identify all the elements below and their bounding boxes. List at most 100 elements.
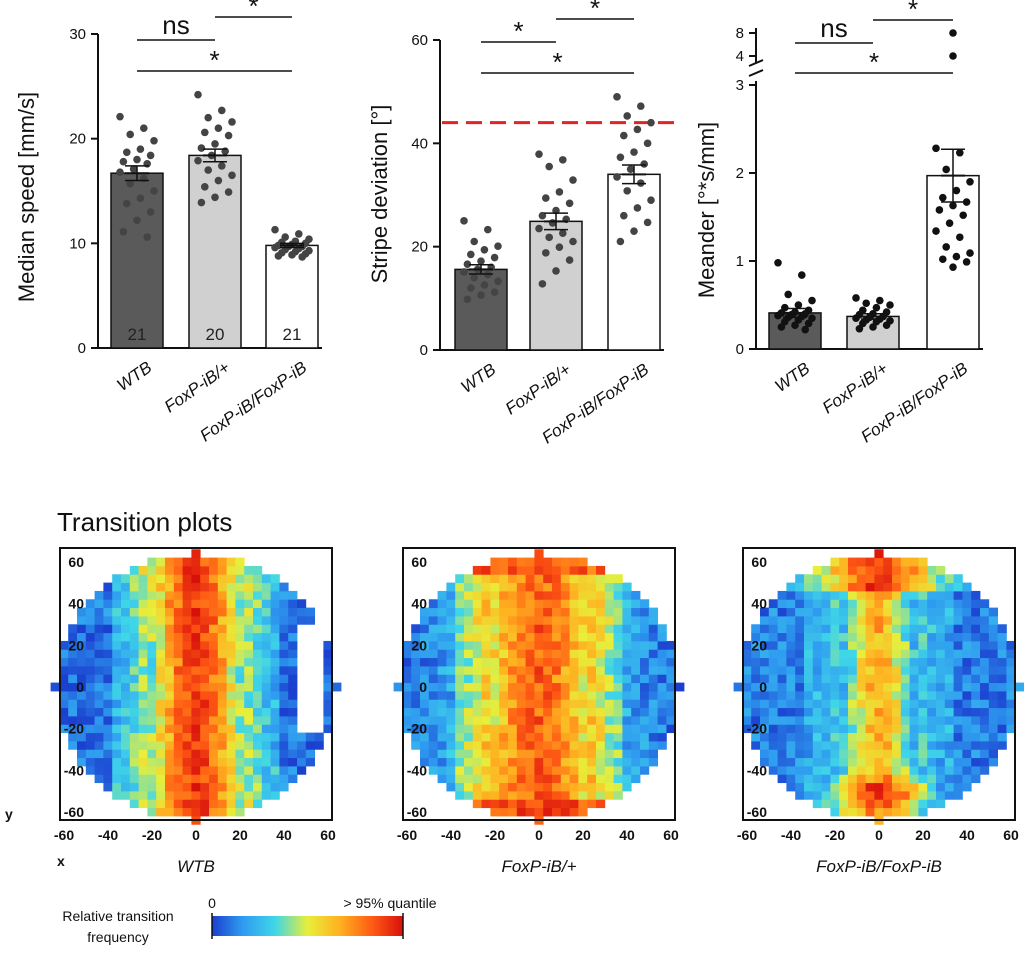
heatmap-cell bbox=[988, 749, 998, 759]
heatmap-cell bbox=[622, 740, 632, 750]
heatmap-cell bbox=[812, 632, 822, 642]
heatmap-cell bbox=[856, 774, 866, 784]
heatmap-cell bbox=[508, 582, 518, 592]
heatmap-cell bbox=[103, 615, 113, 625]
heatmap-cell bbox=[209, 715, 219, 725]
heatmap-cell bbox=[760, 690, 770, 700]
data-point bbox=[956, 148, 964, 157]
heatmap-cell bbox=[742, 649, 752, 659]
heatmap-cell bbox=[472, 599, 482, 609]
heatmap-cell bbox=[235, 799, 245, 809]
heatmap-cell bbox=[253, 665, 263, 675]
heatmap-cell bbox=[971, 649, 981, 659]
heatmap-cell bbox=[297, 607, 307, 617]
heatmap-cell bbox=[85, 765, 95, 775]
heatmap-cell bbox=[856, 724, 866, 734]
heatmap-cell bbox=[402, 657, 412, 667]
heatmap-cell bbox=[856, 649, 866, 659]
heatmap-cell bbox=[587, 715, 597, 725]
heatmap-cell bbox=[121, 574, 131, 584]
heatmap-cell bbox=[587, 740, 597, 750]
heatmap-cell bbox=[892, 765, 902, 775]
heatmap-cell bbox=[288, 649, 298, 659]
heatmap-cell bbox=[918, 699, 928, 709]
heatmap-cell bbox=[613, 607, 623, 617]
heatmap-cell bbox=[217, 790, 227, 800]
heatmap-cell bbox=[261, 699, 271, 709]
heatmap-cell bbox=[217, 632, 227, 642]
heatmap-cell bbox=[874, 749, 884, 759]
heatmap-cell bbox=[543, 565, 553, 575]
heatmap-cell bbox=[209, 640, 219, 650]
heatmap-cell bbox=[657, 665, 667, 675]
heatmap-cell bbox=[288, 632, 298, 642]
heatmap-cell bbox=[839, 640, 849, 650]
heatmap-cell bbox=[103, 582, 113, 592]
heatmap-cell bbox=[821, 724, 831, 734]
heatmap-cell bbox=[657, 707, 667, 717]
heatmap-cell bbox=[909, 707, 919, 717]
heatmap-cell bbox=[936, 657, 946, 667]
heatmap-cell bbox=[437, 707, 447, 717]
heatmap-cell bbox=[217, 749, 227, 759]
heatmap-cell bbox=[261, 732, 271, 742]
heatmap-cell bbox=[508, 590, 518, 600]
heatmap-cell bbox=[569, 557, 579, 567]
heatmap-cell bbox=[569, 707, 579, 717]
heatmap-cell bbox=[830, 790, 840, 800]
heatmap-cell bbox=[288, 707, 298, 717]
heatmap-cell bbox=[777, 707, 787, 717]
heatmap-cell bbox=[156, 790, 166, 800]
heatmap-cell bbox=[622, 649, 632, 659]
heatmap-cell bbox=[804, 707, 814, 717]
heatmap-cell bbox=[927, 732, 937, 742]
heatmap-x-tick-label: 0 bbox=[192, 827, 200, 843]
heatmap-cell bbox=[525, 657, 535, 667]
heatmap-cell bbox=[314, 732, 324, 742]
heatmap-cell bbox=[648, 715, 658, 725]
heatmap-cell bbox=[760, 665, 770, 675]
heatmap-cell bbox=[918, 574, 928, 584]
data-point bbox=[774, 258, 782, 267]
heatmap-cell bbox=[534, 740, 544, 750]
heatmap-cell bbox=[777, 624, 787, 634]
heatmap-cell bbox=[244, 790, 254, 800]
heatmap-cell bbox=[261, 740, 271, 750]
heatmap-cell bbox=[839, 649, 849, 659]
heatmap-cell bbox=[129, 724, 139, 734]
heatmap-cell bbox=[892, 640, 902, 650]
heatmap-cell bbox=[883, 740, 893, 750]
heatmap-cell bbox=[112, 674, 122, 684]
heatmap-cell bbox=[411, 732, 421, 742]
heatmap-cell bbox=[165, 765, 175, 775]
heatmap-cell bbox=[596, 640, 606, 650]
heatmap-cell bbox=[261, 682, 271, 692]
heatmap-cell bbox=[953, 715, 963, 725]
heatmap-cell bbox=[569, 724, 579, 734]
sample-size-label: 20 bbox=[206, 325, 225, 344]
heatmap-cell bbox=[552, 574, 562, 584]
heatmap-cell bbox=[112, 749, 122, 759]
data-point bbox=[774, 311, 782, 320]
heatmap-cell bbox=[534, 574, 544, 584]
heatmap-cell bbox=[936, 690, 946, 700]
heatmap-cell bbox=[129, 715, 139, 725]
heatmap-cell bbox=[768, 657, 778, 667]
heatmap-cell bbox=[768, 624, 778, 634]
heatmap-cell bbox=[323, 640, 333, 650]
heatmap-cell bbox=[622, 765, 632, 775]
heatmap-cell bbox=[217, 690, 227, 700]
heatmap-cell bbox=[578, 632, 588, 642]
heatmap-cell bbox=[138, 574, 148, 584]
data-point bbox=[862, 299, 870, 308]
heatmap-cell bbox=[927, 649, 937, 659]
heatmap-cell bbox=[883, 674, 893, 684]
heatmap-cell bbox=[856, 682, 866, 692]
heatmap-cell bbox=[883, 715, 893, 725]
heatmap-cell bbox=[103, 774, 113, 784]
heatmap-cell bbox=[156, 665, 166, 675]
heatmap-cell bbox=[997, 724, 1007, 734]
heatmap-cell bbox=[927, 640, 937, 650]
heatmap-cell bbox=[848, 640, 858, 650]
heatmap-cell bbox=[525, 557, 535, 567]
